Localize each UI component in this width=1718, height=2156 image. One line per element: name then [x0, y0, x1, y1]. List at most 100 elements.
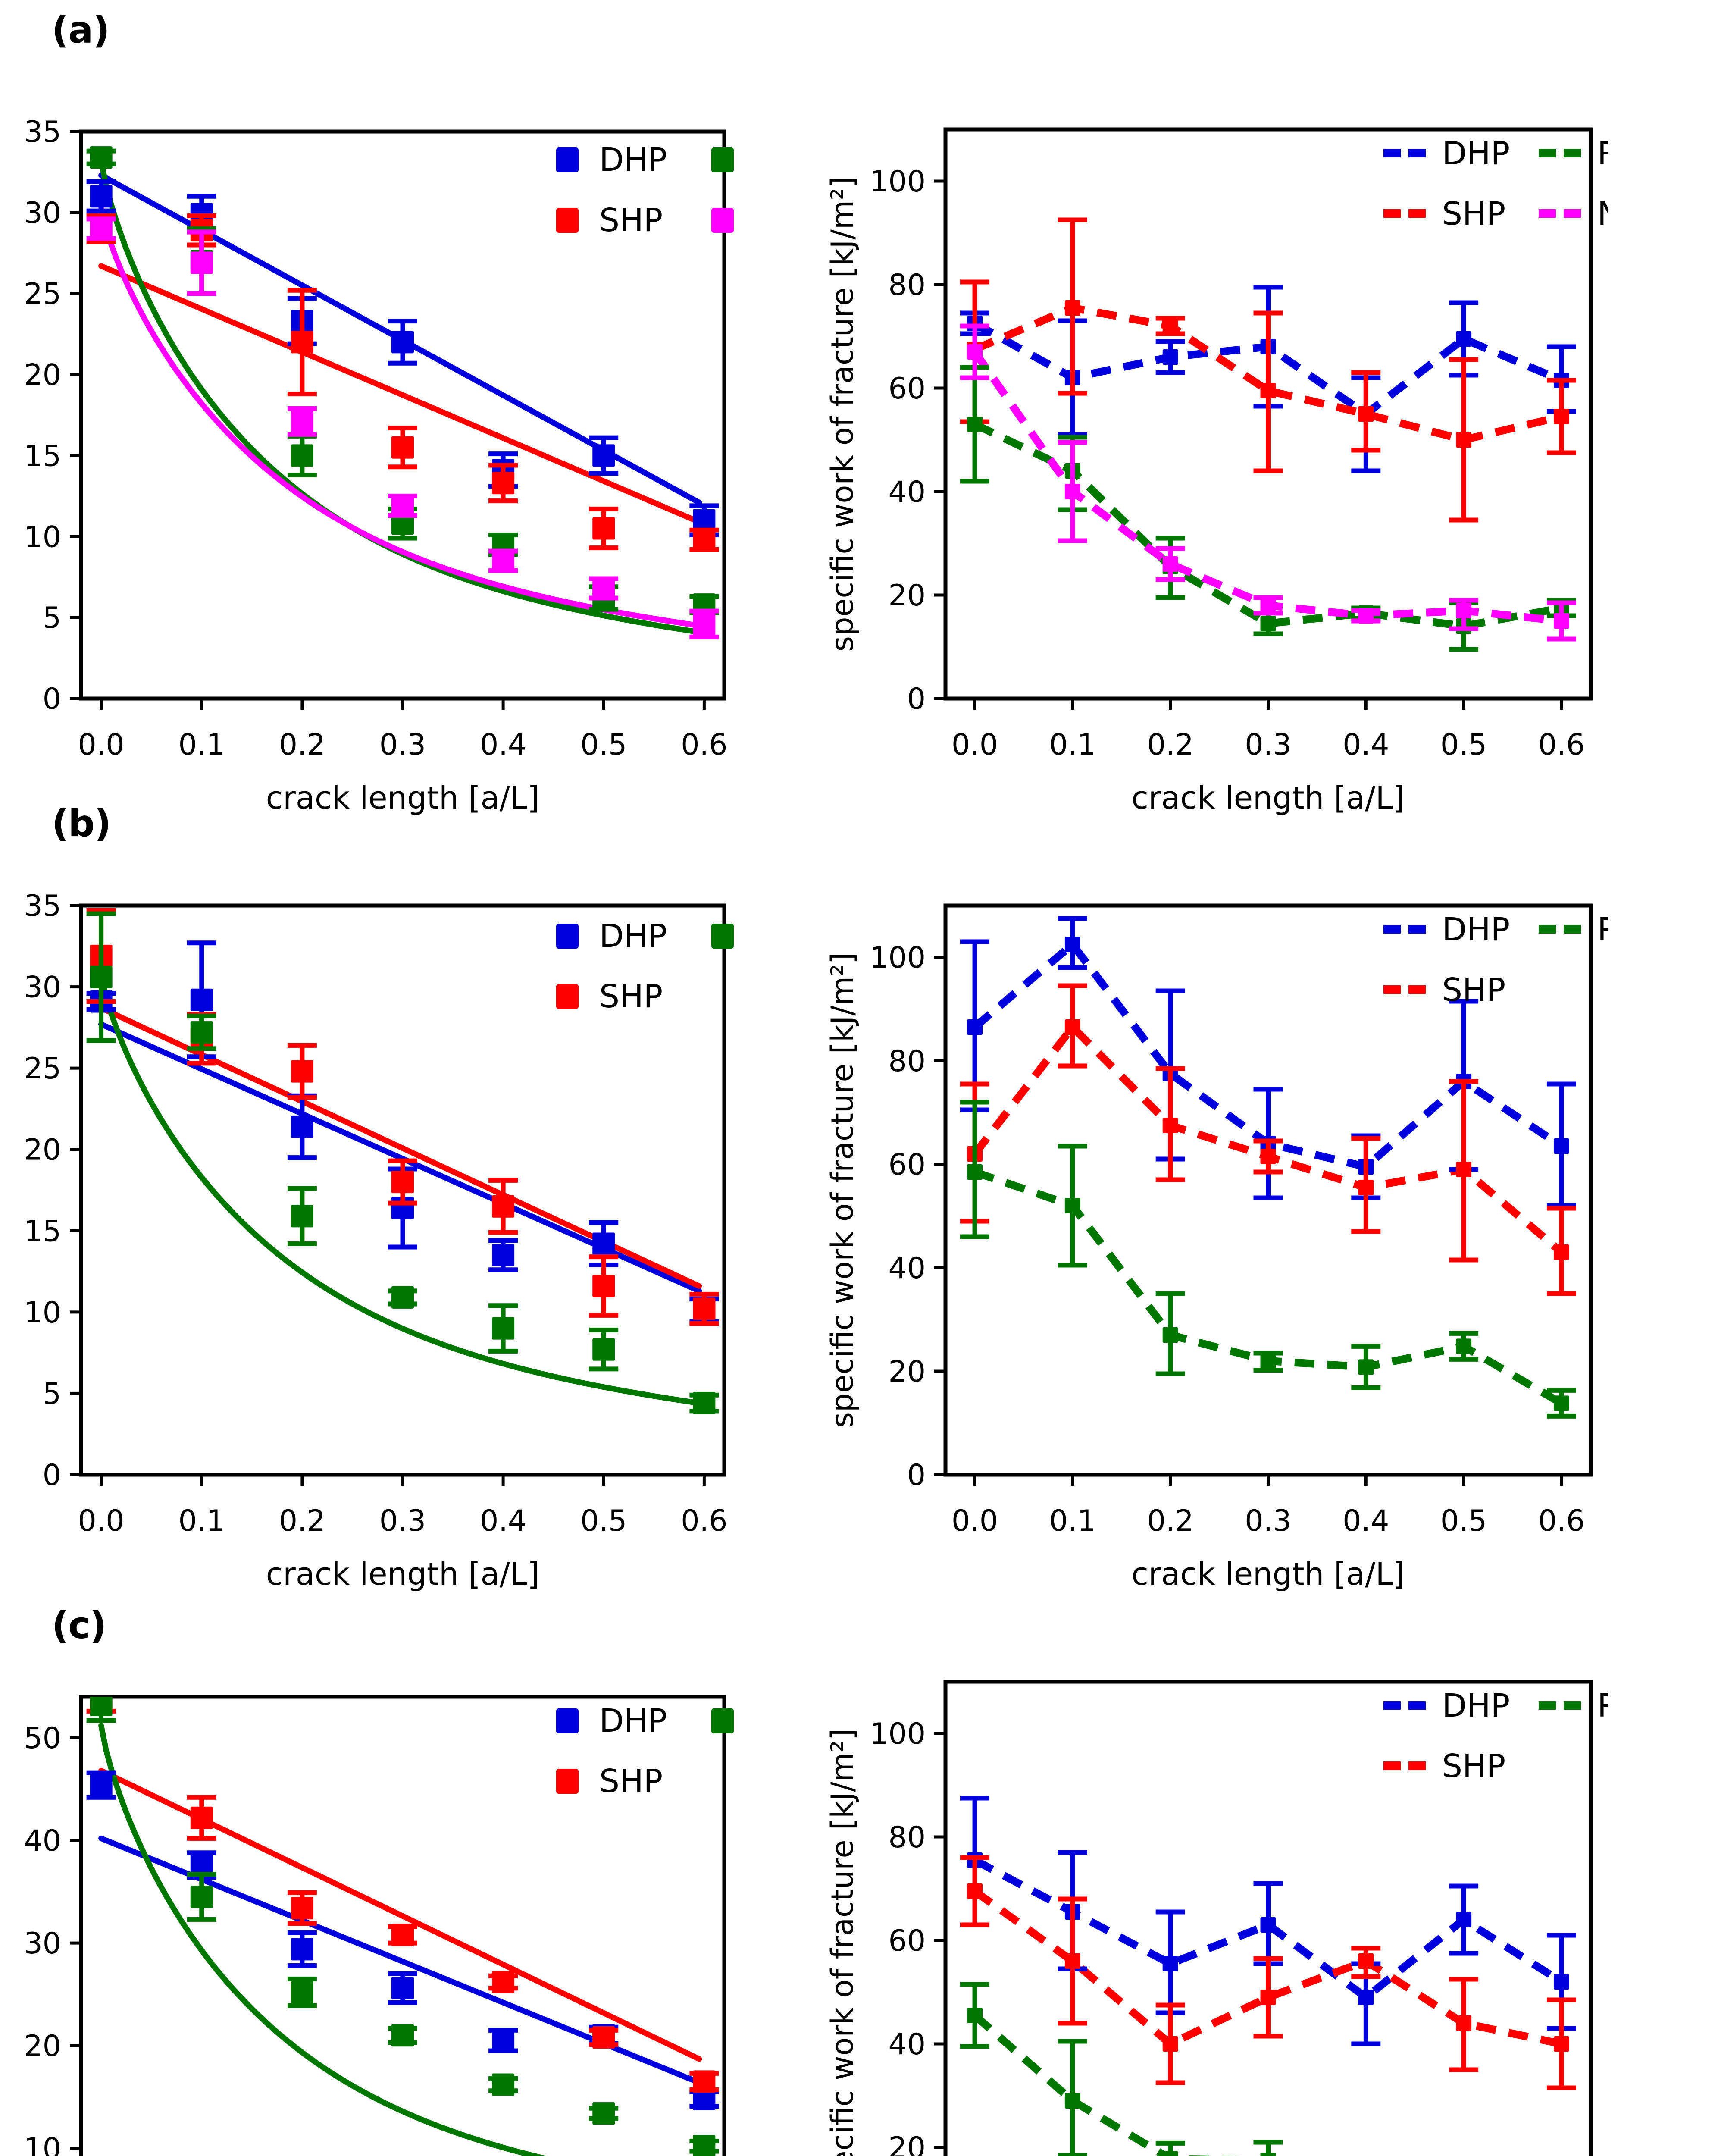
- data-point-SHP: [1260, 1149, 1276, 1164]
- legend-entry-DHP[interactable]: DHP: [556, 1702, 667, 1739]
- legend-swatch-DHP: [556, 924, 579, 949]
- legend-entry-SHP[interactable]: SHP: [1383, 195, 1505, 232]
- data-point-SHP: [391, 1924, 414, 1946]
- data-point-DHP: [1553, 1974, 1569, 1990]
- data-point-DHP: [1162, 1956, 1178, 1971]
- x-tick-label: 0.4: [480, 728, 526, 762]
- plot-a-left-peak-stress: 0.0 0.1 0.2 0.3 0.4 0.5 0.6 crack length [a/L] 0…: [0, 114, 742, 828]
- legend-label-SHP: SHP: [1442, 971, 1505, 1009]
- y-tick-label: 5: [43, 601, 61, 635]
- x-tick-label: 0.6: [681, 1504, 727, 1538]
- data-point-RP: [492, 1317, 515, 1340]
- y-axis-title: specific work of fracture [kJ/m²]: [825, 1729, 860, 2156]
- x-tick-label: 0.1: [1049, 1504, 1096, 1538]
- panel-a: (a) 0.0 0.1 0.2 0.3 0.4 0.5 0.6 crack length [a…: [0, 0, 1718, 816]
- data-point-RP: [190, 1021, 213, 1044]
- legend-entry-RP[interactable]: RP: [1539, 1687, 1608, 1724]
- data-point-RP: [693, 2135, 716, 2156]
- x-tick-label: 0.3: [1245, 1504, 1291, 1538]
- legend-label-DHP: DHP: [599, 918, 667, 955]
- legend-entry-RP[interactable]: RP: [711, 1702, 742, 1739]
- x-tick-label: 0.3: [1245, 728, 1291, 762]
- y-tick-label: 80: [888, 268, 926, 302]
- legend-entry-DHP[interactable]: DHP: [1383, 135, 1510, 172]
- data-point-SHP: [492, 1971, 515, 1993]
- x-axis-title: crack length [a/L]: [266, 1556, 540, 1592]
- data-point-RP: [1456, 1338, 1472, 1354]
- x-tick-label: 0.0: [951, 728, 998, 762]
- legend-entry-RP[interactable]: RP: [711, 918, 742, 955]
- a-right-canvas: 0.0 0.1 0.2 0.3 0.4 0.5 0.6 crack length [a/L] 0…: [825, 127, 1608, 816]
- x-tick-label: 0.4: [1342, 728, 1389, 762]
- x-tick-label: 0.6: [1538, 728, 1585, 762]
- x-tick-label: 0.3: [379, 728, 426, 762]
- legend-label-DHP: DHP: [599, 141, 667, 179]
- legend-entry-DHP[interactable]: DHP: [556, 918, 667, 955]
- y-tick-label: 60: [888, 372, 926, 406]
- data-point-SHP: [1260, 1990, 1276, 2005]
- y-tick-label: 20: [24, 358, 61, 392]
- data-point-NP: [1553, 613, 1569, 629]
- x-tick-label: 0.3: [379, 1504, 426, 1538]
- data-point-RP: [1553, 1395, 1569, 1411]
- legend-entry-SHP[interactable]: SHP: [1383, 971, 1505, 1009]
- legend-entry-SHP[interactable]: SHP: [1383, 1748, 1505, 1785]
- data-point-DHP: [492, 1244, 515, 1266]
- data-point-SHP: [1553, 409, 1569, 424]
- data-point-RP: [592, 1338, 615, 1361]
- data-point-NP: [693, 613, 716, 636]
- y-tick-label: 35: [24, 889, 61, 923]
- x-tick-label: 0.1: [1049, 728, 1096, 762]
- data-point-RP: [90, 965, 113, 988]
- x-axis-title: crack length [a/L]: [1131, 780, 1405, 816]
- data-point-SHP: [1456, 432, 1472, 448]
- legend-label-RP: RP: [1597, 1687, 1608, 1724]
- legend-entry-RP[interactable]: RP: [711, 141, 742, 179]
- legend-entry-SHP[interactable]: SHP: [556, 978, 663, 1015]
- y-tick-label: 40: [888, 2028, 926, 2062]
- y-tick-label: 25: [24, 277, 61, 311]
- b-left-canvas: 0.0 0.1 0.2 0.3 0.4 0.5 0.6 crack length [a/L] 0…: [24, 889, 742, 1592]
- x-tick-label: 0.2: [1147, 1504, 1194, 1538]
- data-point-DHP: [693, 2087, 716, 2110]
- legend-entry-DHP[interactable]: DHP: [1383, 911, 1510, 948]
- legend-entry-RP[interactable]: RP: [1539, 135, 1608, 172]
- legend-label-DHP: DHP: [1442, 1687, 1510, 1724]
- data-point-SHP: [1064, 300, 1080, 316]
- x-tick-label: 0.5: [580, 728, 627, 762]
- x-tick-label: 0.2: [279, 728, 325, 762]
- legend-label-RP: RP: [1597, 135, 1608, 172]
- data-point-SHP: [967, 1883, 983, 1899]
- data-point-SHP: [492, 472, 515, 495]
- data-point-DHP: [391, 1977, 414, 1999]
- data-point-DHP: [291, 1115, 313, 1138]
- legend-entry-DHP[interactable]: DHP: [1383, 1687, 1510, 1724]
- data-point-SHP: [291, 331, 313, 354]
- y-tick-label: 80: [888, 1821, 926, 1855]
- legend-swatch-SHP: [556, 984, 579, 1009]
- legend-entry-NP[interactable]: NP: [711, 202, 742, 239]
- data-point-NP: [592, 577, 615, 600]
- data-point-NP: [1260, 598, 1276, 613]
- legend-entry-SHP[interactable]: SHP: [556, 202, 663, 239]
- data-point-DHP: [492, 2029, 515, 2052]
- data-point-RP: [291, 444, 313, 467]
- y-tick-label: 40: [24, 1824, 61, 1858]
- legend-label-SHP: SHP: [1442, 1748, 1505, 1785]
- data-point-NP: [90, 217, 113, 240]
- data-point-SHP: [1162, 1118, 1178, 1133]
- legend-entry-RP[interactable]: RP: [1539, 911, 1608, 948]
- data-point-SHP: [1064, 1019, 1080, 1035]
- data-point-NP: [1162, 556, 1178, 572]
- x-tick-label: 0.4: [480, 1504, 526, 1538]
- legend-entry-DHP[interactable]: DHP: [556, 141, 667, 179]
- data-point-SHP: [1456, 2015, 1472, 2031]
- y-tick-label: 10: [24, 1296, 61, 1330]
- b-right-canvas: 0.0 0.1 0.2 0.3 0.4 0.5 0.6 crack length [a/L] 0…: [825, 903, 1608, 1592]
- legend-entry-SHP[interactable]: SHP: [556, 1763, 663, 1800]
- legend-swatch-NP: [711, 208, 734, 233]
- y-tick-label: 40: [888, 475, 926, 509]
- x-tick-label: 0.0: [78, 728, 125, 762]
- legend-entry-NP[interactable]: NP: [1539, 195, 1608, 232]
